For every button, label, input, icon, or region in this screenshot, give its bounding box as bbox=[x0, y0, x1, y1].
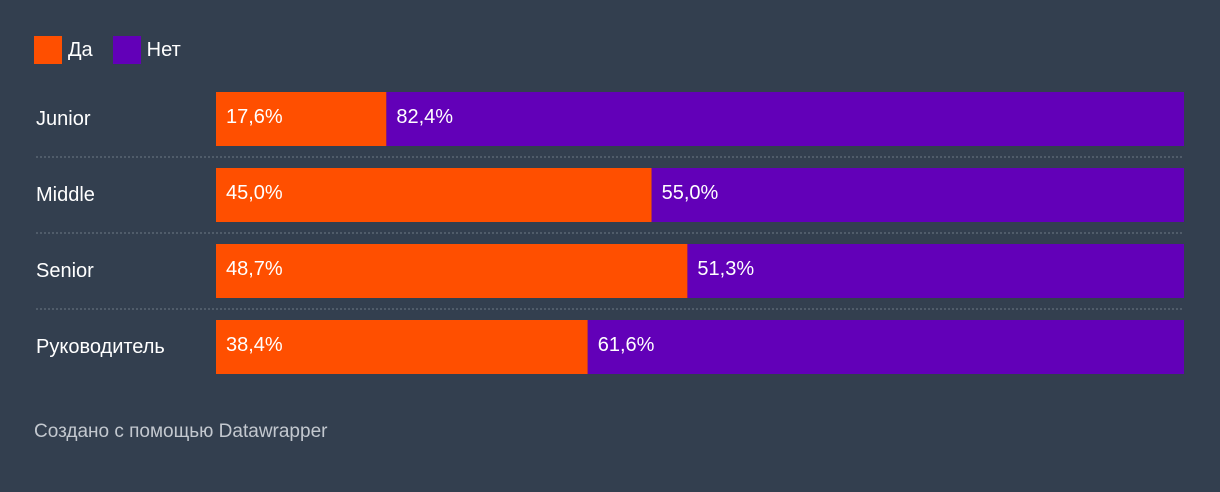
legend-label-yes: Да bbox=[68, 39, 93, 61]
bar-junior-series-1 bbox=[386, 92, 1184, 146]
stacked-bar-chart: Junior 17,6% 82,4% Middle 45,0% 55,0% Senior 48… bbox=[36, 92, 1184, 374]
legend-swatch-yes bbox=[34, 36, 62, 64]
value-label-руководитель-series-0: 38,4% bbox=[226, 334, 283, 356]
value-label-middle-series-0: 45,0% bbox=[226, 182, 283, 204]
footer-credit: Создано с помощью Datawrapper bbox=[34, 421, 328, 442]
bar-junior-series-0 bbox=[216, 92, 387, 146]
bar-middle-series-1 bbox=[651, 168, 1184, 222]
legend-item-yes: Да bbox=[34, 36, 93, 64]
value-label-middle-series-1: 55,0% bbox=[662, 182, 719, 204]
value-label-руководитель-series-1: 61,6% bbox=[598, 334, 655, 356]
legend-swatch-no bbox=[112, 36, 141, 64]
legend-label-no: Нет bbox=[146, 39, 181, 61]
category-label-руководитель: Руководитель bbox=[36, 336, 165, 358]
category-label-junior: Junior bbox=[36, 108, 91, 130]
bar-senior-series-0 bbox=[216, 244, 688, 298]
bar-senior-series-1 bbox=[687, 244, 1184, 298]
legend-item-no: Нет bbox=[112, 36, 181, 64]
bar-руководитель-series-1 bbox=[587, 320, 1184, 374]
chart-legend: Да Нет bbox=[34, 36, 201, 64]
value-label-junior-series-0: 17,6% bbox=[226, 106, 283, 128]
value-label-senior-series-0: 48,7% bbox=[226, 258, 283, 280]
value-label-junior-series-1: 82,4% bbox=[396, 106, 453, 128]
value-label-senior-series-1: 51,3% bbox=[697, 258, 754, 280]
category-label-senior: Senior bbox=[36, 260, 94, 282]
category-label-middle: Middle bbox=[36, 184, 95, 206]
bar-руководитель-series-0 bbox=[216, 320, 588, 374]
bar-middle-series-0 bbox=[216, 168, 652, 222]
